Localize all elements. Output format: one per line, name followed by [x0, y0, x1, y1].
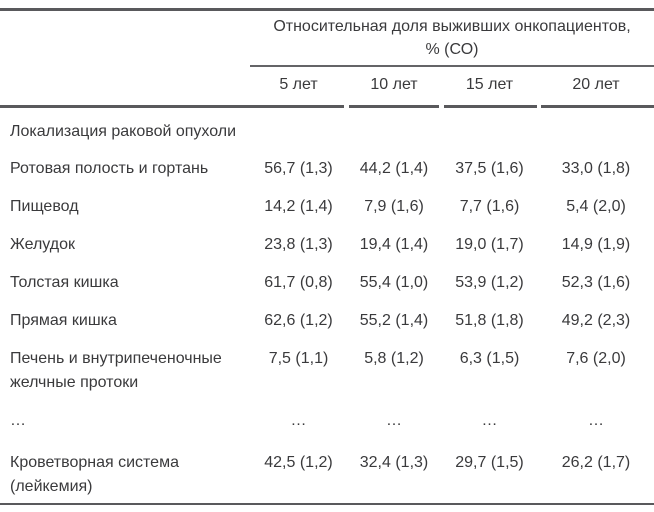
column-header-15yr: 15 лет — [465, 76, 514, 93]
header-group-underline — [250, 65, 654, 67]
table-top-rule — [0, 8, 654, 11]
cell-value: 7,9 (1,6) — [364, 198, 424, 215]
cell-value: 7,7 (1,6) — [459, 198, 520, 215]
cell-value: 49,2 (2,3) — [561, 312, 631, 329]
table-bottom-rule — [0, 503, 654, 505]
cell-value: 52,3 (1,6) — [561, 274, 631, 291]
cell-value: 51,8 (1,8) — [455, 312, 524, 329]
cell-value: 7,5 (1,1) — [268, 350, 329, 367]
cell-value: 56,7 (1,3) — [264, 160, 333, 177]
row-label: … — [10, 412, 26, 429]
table-row: Желудок 23,8 (1,3) 19,4 (1,4) 19,0 (1,7)… — [0, 225, 654, 263]
cell-value: 7,6 (2,0) — [566, 350, 626, 367]
cell-value: 61,7 (0,8) — [264, 274, 333, 291]
row-label: Толстая кишка — [10, 274, 119, 291]
table-title-line2: % (СО) — [425, 40, 479, 58]
corner-cell — [0, 10, 250, 65]
cell-value: 44,2 (1,4) — [359, 160, 429, 177]
row-label: Ротовая полость и гортань — [10, 160, 209, 177]
section-row: Локализация раковой опухоли — [0, 105, 654, 149]
header-bottom-rule-segment — [349, 105, 439, 108]
row-label: Пищевод — [10, 198, 79, 215]
column-header-20yr: 20 лет — [572, 76, 620, 93]
row-label: Печень и внутрипеченочные желчные проток… — [10, 350, 222, 391]
cell-value: 5,4 (2,0) — [566, 198, 626, 215]
cell-value: 37,5 (1,6) — [455, 160, 524, 177]
header-bottom-rule-segment — [444, 105, 537, 108]
cell-value: … — [290, 412, 307, 429]
data-table: Относительная доля выживших онкопациенто… — [0, 10, 654, 503]
cell-value: 62,6 (1,2) — [264, 312, 333, 329]
table-row: Прямая кишка 62,6 (1,2) 55,2 (1,4) 51,8 … — [0, 301, 654, 339]
cell-value: 19,0 (1,7) — [455, 236, 524, 253]
cell-value: … — [588, 412, 604, 429]
corner-cell — [0, 65, 250, 105]
column-header-row: 5 лет 10 лет 15 лет 20 лет — [0, 65, 654, 105]
cell-value: 33,0 (1,8) — [561, 160, 631, 177]
header-bottom-rule-segment — [0, 105, 344, 108]
section-header: Локализация раковой опухоли — [10, 123, 237, 140]
cell-value: 53,9 (1,2) — [455, 274, 524, 291]
cell-value: 19,4 (1,4) — [359, 236, 429, 253]
cell-value: 23,8 (1,3) — [264, 236, 333, 253]
table-row-ellipsis: … … … … … — [0, 401, 654, 443]
cell-value: 14,9 (1,9) — [561, 236, 631, 253]
table-row: Печень и внутрипеченочные желчные проток… — [0, 339, 654, 401]
column-header-10yr: 10 лет — [370, 76, 418, 93]
table-row: Толстая кишка 61,7 (0,8) 55,4 (1,0) 53,9… — [0, 263, 654, 301]
table-row: Ротовая полость и гортань 56,7 (1,3) 44,… — [0, 149, 654, 187]
cell-value: 5,8 (1,2) — [364, 350, 424, 367]
table-row: Кроветворная система (лейкемия) 42,5 (1,… — [0, 443, 654, 503]
cell-value: 14,2 (1,4) — [264, 198, 333, 215]
header-group-row: Относительная доля выживших онкопациенто… — [0, 10, 654, 65]
row-label: Кроветворная система (лейкемия) — [10, 454, 179, 495]
cell-value: 42,5 (1,2) — [264, 454, 333, 471]
cell-value: 32,4 (1,3) — [359, 454, 429, 471]
table-title: Относительная доля выживших онкопациенто… — [250, 10, 654, 65]
row-label: Прямая кишка — [10, 312, 117, 329]
column-header-5yr: 5 лет — [279, 76, 318, 93]
header-bottom-rule-segment — [541, 105, 654, 108]
row-label: Желудок — [10, 236, 75, 253]
cell-value: 26,2 (1,7) — [561, 454, 631, 471]
table-title-line1: Относительная доля выживших онкопациенто… — [273, 17, 631, 35]
cell-value: … — [386, 412, 402, 429]
table-row: Пищевод 14,2 (1,4) 7,9 (1,6) 7,7 (1,6) 5… — [0, 187, 654, 225]
cell-value: 55,4 (1,0) — [359, 274, 429, 291]
cell-value: 29,7 (1,5) — [455, 454, 524, 471]
cell-value: 55,2 (1,4) — [359, 312, 429, 329]
cell-value: 6,3 (1,5) — [459, 350, 520, 367]
cell-value: … — [481, 412, 498, 429]
